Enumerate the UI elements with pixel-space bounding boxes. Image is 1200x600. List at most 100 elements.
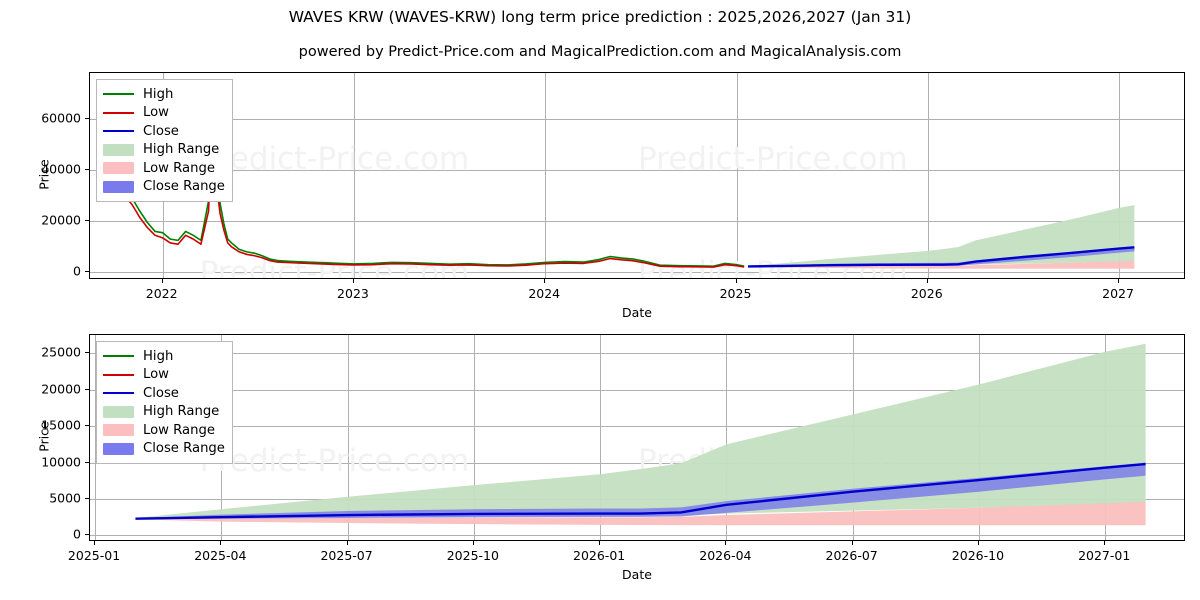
band-low-range	[747, 260, 1135, 269]
x-axis-tick	[725, 541, 727, 545]
y-axis-tick-label: 5000	[49, 490, 81, 506]
gridline-horizontal	[90, 119, 1184, 120]
x-axis-tick	[94, 541, 96, 545]
x-axis-tick-label: 2022	[145, 286, 178, 301]
chart-legend[interactable]: High Low Close High Range Low Range Close Ran…	[96, 341, 233, 464]
legend-item-low[interactable]: Low	[103, 104, 225, 123]
gridline-vertical	[95, 335, 97, 540]
x-axis-tick	[926, 279, 928, 283]
y-axis-tick-label: 20000	[41, 212, 81, 228]
line-high	[123, 82, 745, 267]
legend-item-high-range[interactable]: High Range	[103, 141, 225, 160]
x-axis-tick-label: 2025-01	[67, 548, 121, 563]
gridline-vertical	[726, 335, 728, 540]
x-axis-tick	[544, 279, 546, 283]
x-axis-tick-label: 2025	[719, 286, 752, 301]
series-layer	[123, 82, 1135, 269]
x-axis-tick	[1104, 541, 1106, 545]
x-axis-tick-label: 2026-04	[699, 548, 752, 563]
legend-item-label: High	[143, 86, 174, 102]
y-axis-tick-label: 40000	[41, 161, 81, 177]
legend-swatch-icon	[103, 405, 134, 418]
overview-x-axis-title: Date	[622, 305, 652, 320]
y-axis-tick	[85, 534, 89, 536]
series-layer	[135, 343, 1146, 526]
gridline-vertical	[600, 335, 602, 540]
gridline-horizontal	[90, 389, 1184, 391]
legend-item-label: High Range	[143, 404, 220, 420]
legend-item-close[interactable]: Close	[103, 122, 225, 141]
gridline-vertical	[927, 73, 929, 278]
legend-item-label: High	[143, 348, 174, 364]
band-low-range	[135, 501, 1146, 526]
y-axis-tick-label: 25000	[41, 344, 81, 360]
legend-swatch-icon	[103, 106, 134, 119]
legend-item-high[interactable]: High	[103, 85, 225, 104]
gridline-horizontal	[90, 272, 1184, 274]
y-axis-tick	[85, 169, 89, 171]
legend-item-label: Low	[143, 367, 169, 383]
y-axis-tick-label: 15000	[41, 417, 81, 433]
y-axis-tick-label: 60000	[41, 110, 81, 126]
x-axis-tick	[735, 279, 737, 283]
legend-item-label: Close Range	[143, 179, 225, 195]
y-axis-tick	[85, 271, 89, 273]
x-axis-tick-label: 2027	[1102, 286, 1134, 301]
band-high-range	[135, 343, 1146, 519]
y-axis-tick	[85, 461, 89, 463]
x-axis-tick	[220, 541, 222, 545]
x-axis-tick-label: 2026-01	[572, 548, 626, 563]
legend-item-label: Close	[143, 123, 179, 139]
x-axis-tick	[346, 541, 348, 545]
y-axis-tick-label: 10000	[41, 454, 81, 470]
legend-swatch-icon	[103, 424, 134, 437]
legend-item-label: Close	[143, 385, 179, 401]
legend-item-label: Low Range	[143, 422, 215, 438]
gridline-horizontal	[90, 170, 1184, 172]
page-title: WAVES KRW (WAVES-KRW) long term price pr…	[288, 8, 912, 26]
legend-item-low-range[interactable]: Low Range	[103, 421, 225, 440]
legend-item-close[interactable]: Close	[103, 384, 225, 403]
x-axis-tick-label: 2026	[910, 286, 943, 301]
x-axis-tick-label: 2025-04	[194, 548, 247, 563]
legend-item-high[interactable]: High	[103, 347, 225, 366]
x-axis-tick-label: 2026-07	[825, 548, 878, 563]
legend-item-low-range[interactable]: Low Range	[103, 159, 225, 178]
line-low	[123, 97, 745, 268]
y-axis-tick	[85, 497, 89, 499]
legend-swatch-icon	[103, 180, 134, 193]
gridline-vertical	[545, 73, 547, 278]
y-axis-tick-label: 0	[73, 526, 81, 542]
legend-item-close-range[interactable]: Close Range	[103, 440, 225, 459]
x-axis-tick	[352, 279, 354, 283]
x-axis-tick-label: 2025-07	[320, 548, 373, 563]
x-axis-tick-label: 2027-01	[1078, 548, 1131, 563]
x-axis-tick-label: 2025-10	[446, 548, 499, 563]
legend-item-label: High Range	[143, 142, 220, 158]
legend-item-high-range[interactable]: High Range	[103, 403, 225, 422]
legend-item-label: Low Range	[143, 160, 215, 176]
legend-swatch-icon	[103, 350, 134, 363]
gridline-horizontal	[90, 462, 1184, 464]
chart-legend[interactable]: High Low Close High Range Low Range Close Ran…	[96, 79, 233, 202]
legend-swatch-icon	[103, 143, 134, 156]
gridline-vertical	[347, 335, 349, 540]
x-axis-tick-label: 2024	[528, 286, 561, 301]
y-axis-tick	[85, 352, 89, 354]
gridline-horizontal	[90, 221, 1184, 223]
band-close-range	[747, 246, 1135, 267]
overview-chart: Predict-Price.com Predict-Price.com Predic…	[89, 72, 1185, 279]
gridline-horizontal	[90, 426, 1184, 428]
overview-plot-area: Predict-Price.com Predict-Price.com Predic…	[90, 73, 1184, 278]
legend-swatch-icon	[103, 442, 134, 455]
x-axis-tick	[851, 541, 853, 545]
gridline-horizontal	[90, 353, 1184, 355]
x-axis-tick	[1118, 279, 1120, 283]
legend-item-close-range[interactable]: Close Range	[103, 178, 225, 197]
x-axis-tick	[599, 541, 601, 545]
x-axis-tick	[472, 541, 474, 545]
legend-item-low[interactable]: Low	[103, 366, 225, 385]
